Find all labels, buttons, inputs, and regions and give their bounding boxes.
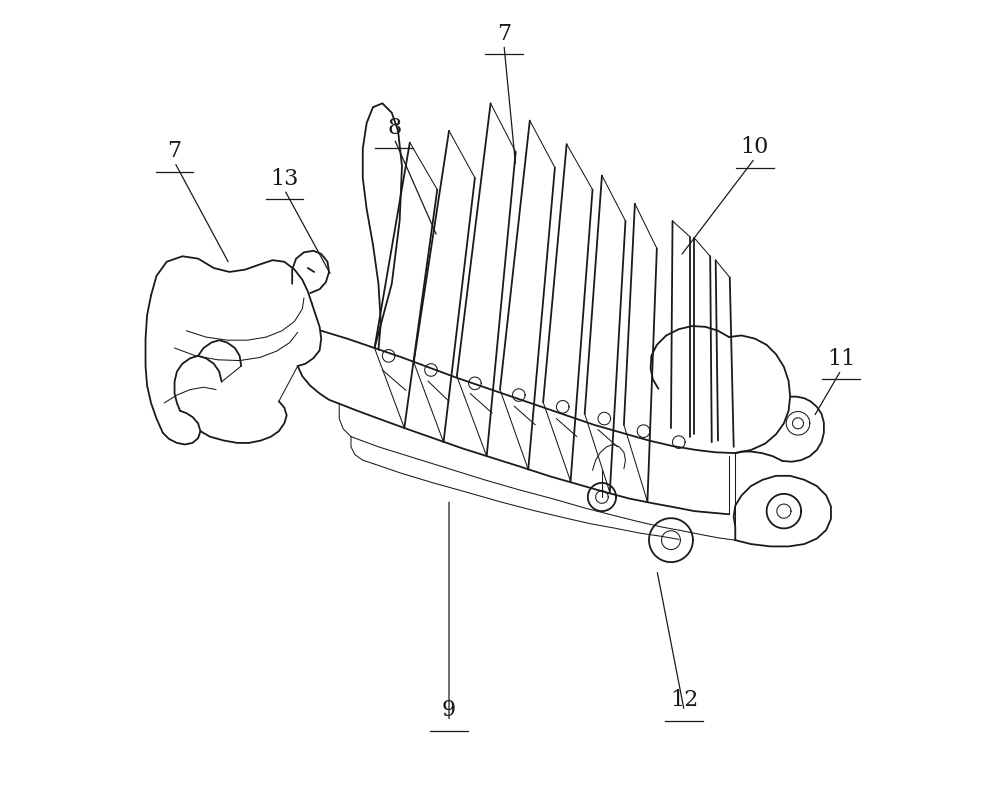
Text: 7: 7: [497, 23, 511, 45]
Text: 12: 12: [670, 689, 698, 711]
Text: 9: 9: [442, 700, 456, 722]
Text: 10: 10: [741, 136, 769, 158]
Text: 13: 13: [270, 168, 299, 190]
Text: 11: 11: [827, 348, 855, 370]
Text: 8: 8: [387, 116, 401, 139]
Text: 7: 7: [167, 140, 182, 162]
